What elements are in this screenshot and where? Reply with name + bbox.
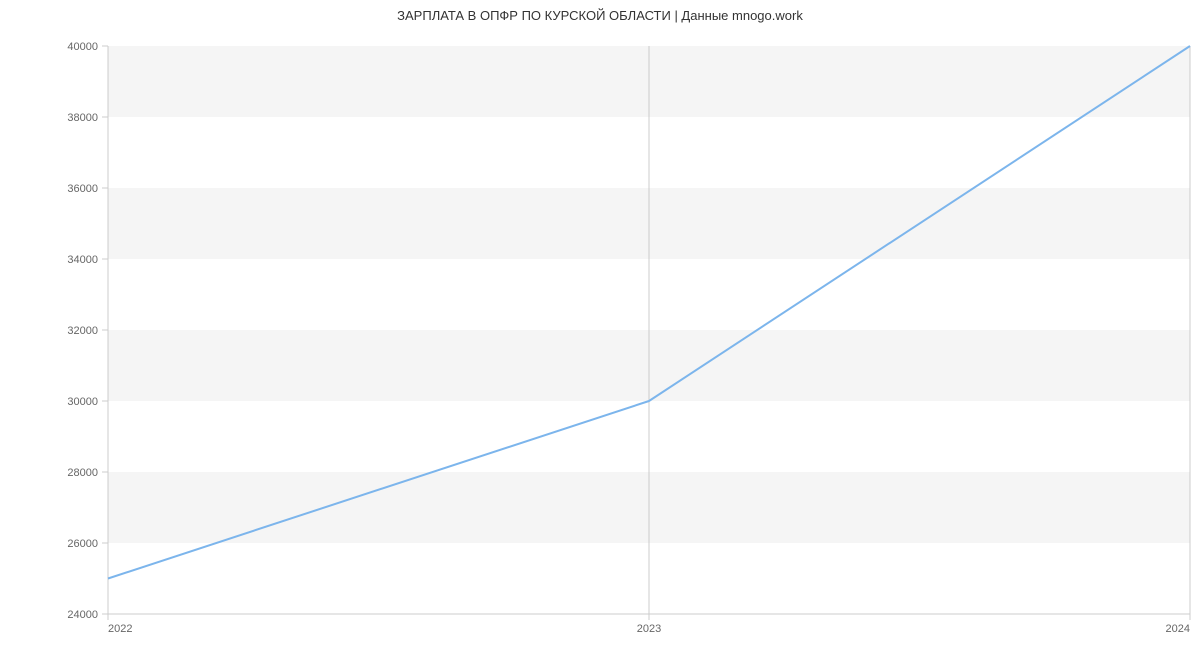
y-tick-label: 30000 bbox=[67, 396, 98, 408]
line-chart: ЗАРПЛАТА В ОПФР ПО КУРСКОЙ ОБЛАСТИ | Дан… bbox=[0, 0, 1200, 650]
y-tick-label: 26000 bbox=[67, 538, 98, 550]
y-tick-label: 24000 bbox=[67, 609, 98, 621]
y-tick-label: 38000 bbox=[67, 112, 98, 124]
chart-svg: 24000 26000 28000 30000 32000 34000 36000 38000… bbox=[0, 0, 1200, 650]
y-tick-label: 36000 bbox=[67, 183, 98, 195]
y-tick-label: 32000 bbox=[67, 325, 98, 337]
y-tick-label: 34000 bbox=[67, 254, 98, 266]
x-tick-label: 2022 bbox=[108, 623, 132, 635]
y-tick-label: 40000 bbox=[67, 41, 98, 53]
x-tick-label: 2024 bbox=[1166, 623, 1190, 635]
x-tick-label: 2023 bbox=[637, 623, 661, 635]
y-tick-label: 28000 bbox=[67, 467, 98, 479]
